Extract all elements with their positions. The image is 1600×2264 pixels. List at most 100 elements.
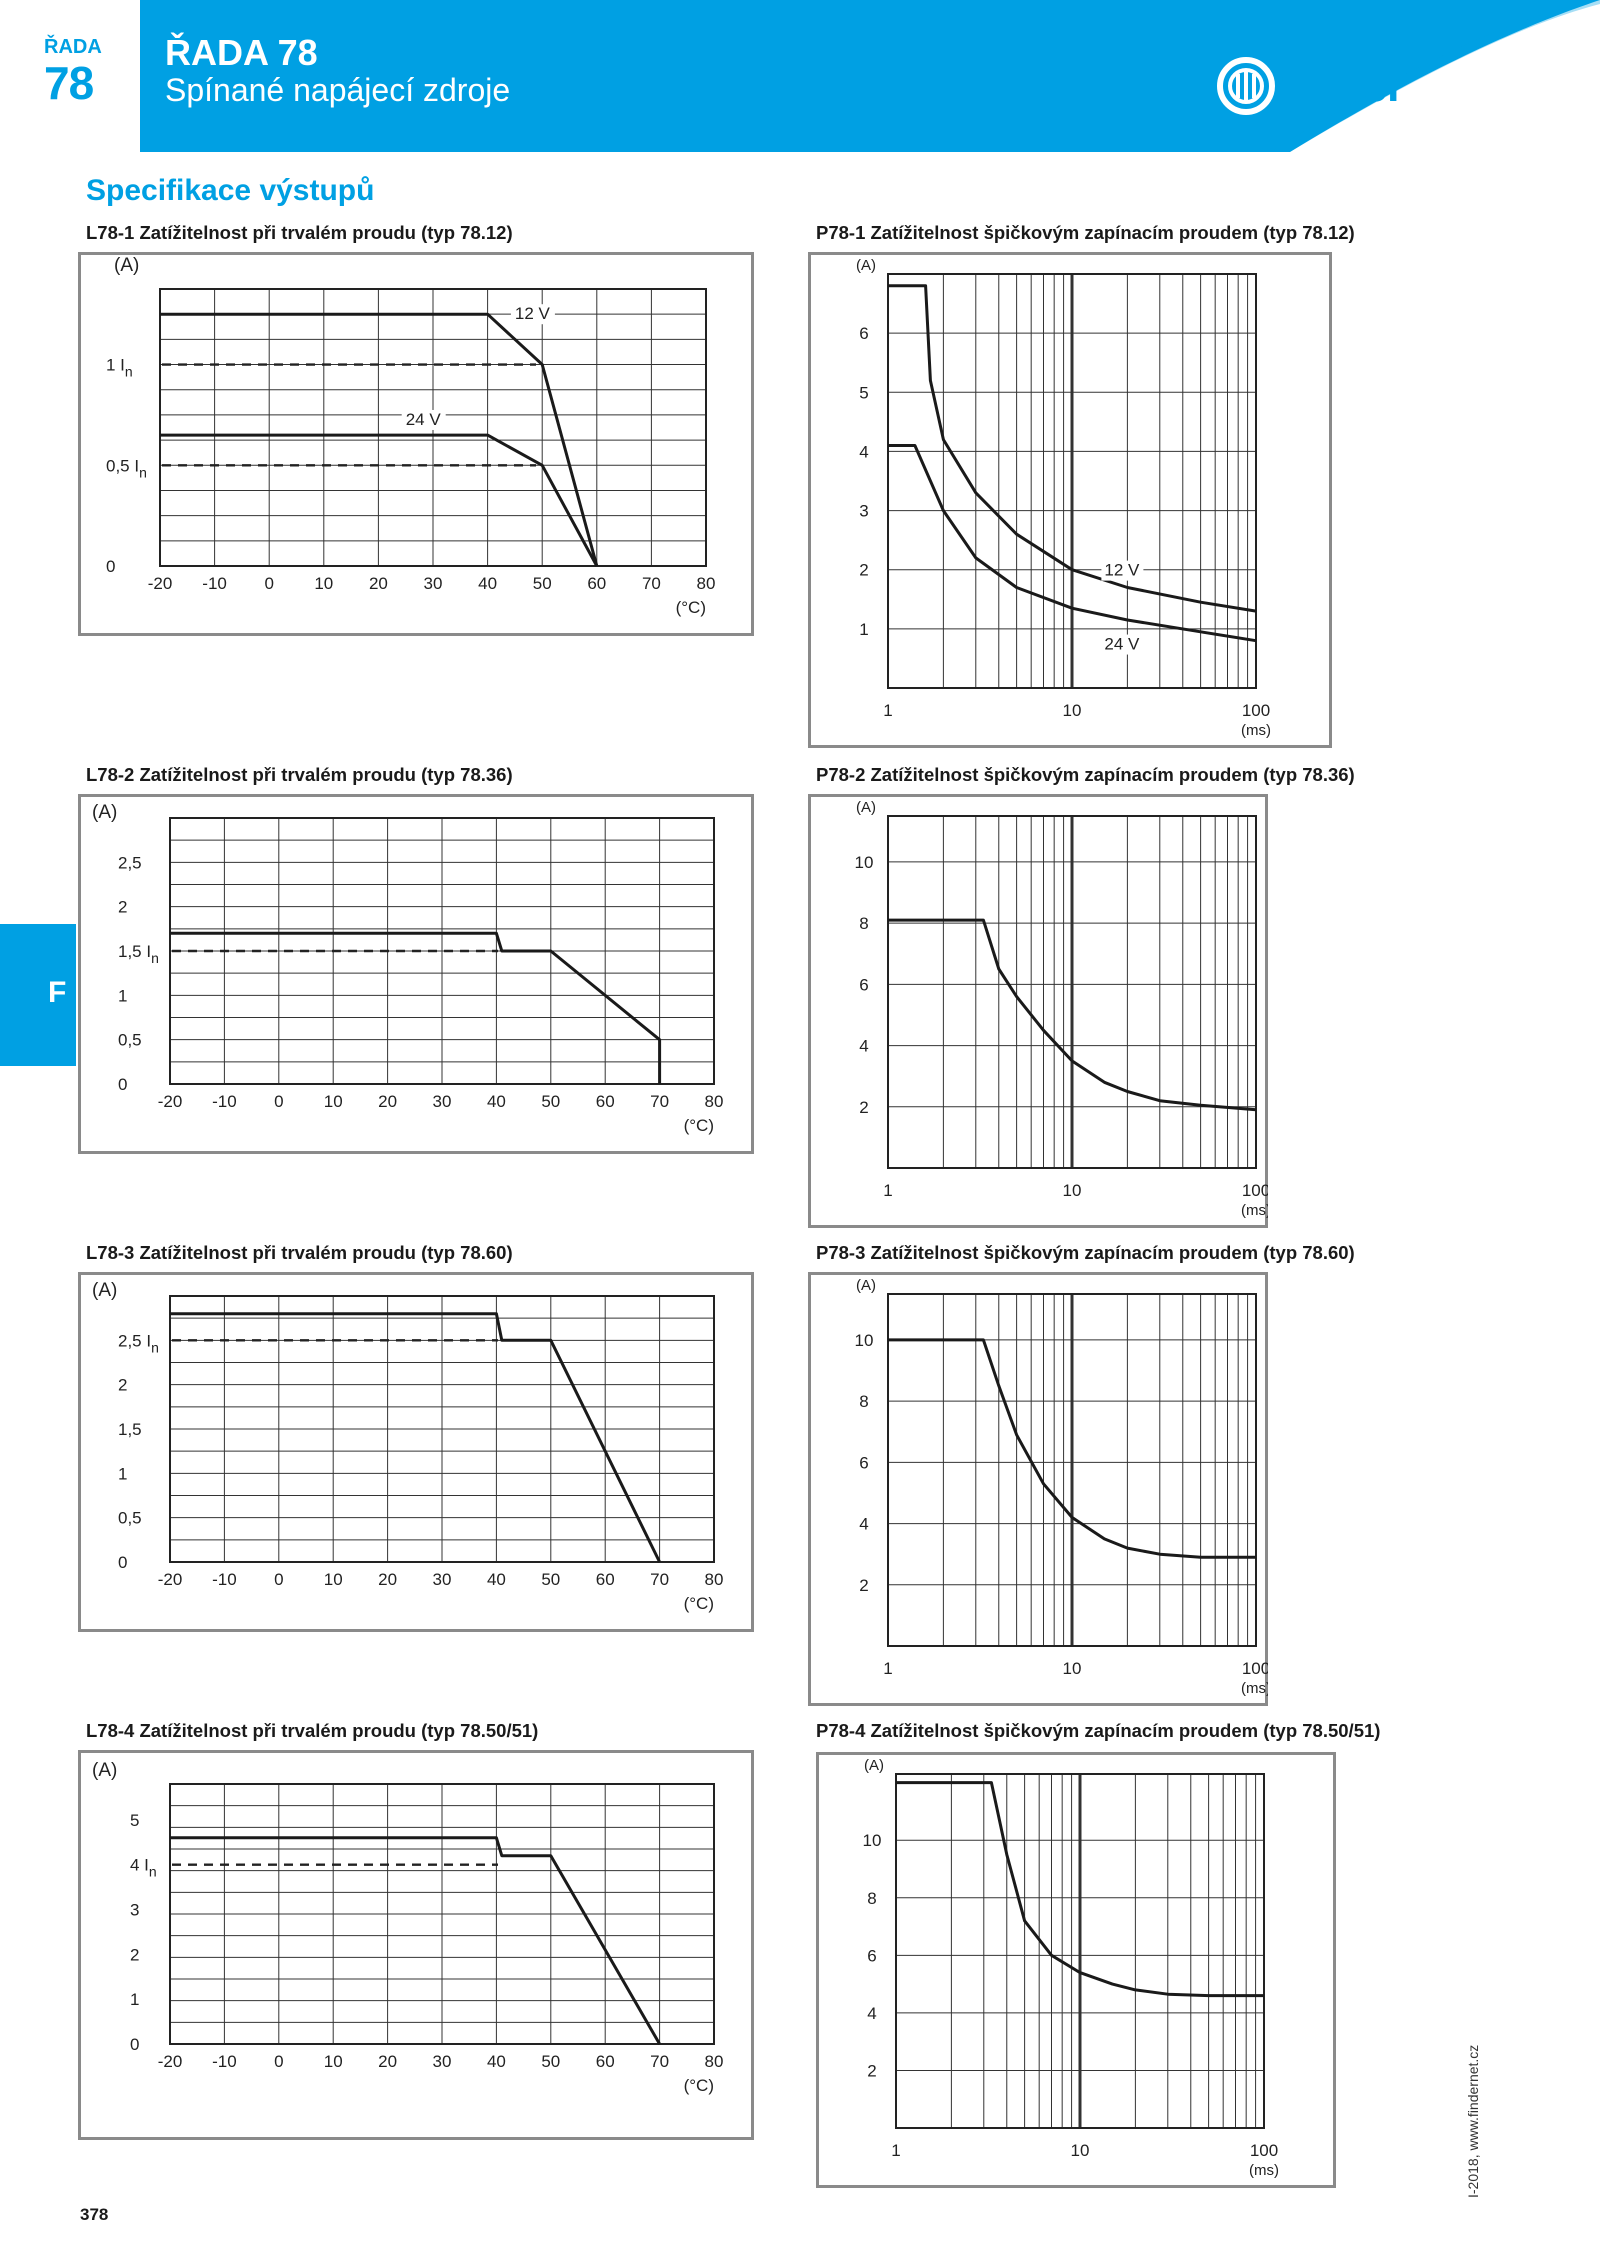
x-tick-label: 70 [650,2052,669,2071]
y-axis-unit: (A) [856,257,876,274]
chart-frame [808,794,1268,1228]
plot-border [887,815,1257,1169]
x-tick-label: 1 [883,1659,892,1678]
y-tick-label: 4 [859,1037,868,1056]
series-label-bg [1101,634,1144,655]
y-tick-label: 6 [859,975,868,994]
chart-title-p78-4: P78-4 Zatížitelnost špičkovým zapínacím … [816,1720,1381,1741]
x-tick-label: 80 [705,1092,724,1111]
y-axis-unit: (A) [864,1757,884,1774]
y-tick-label: 2 [130,1945,139,1964]
y-tick-label: 5 [130,1811,139,1830]
x-tick-label: 10 [314,574,333,593]
x-tick-label: 10 [324,2052,343,2071]
footer-note: I-2018, www.findernet.cz [1465,2044,1481,2198]
header-banner [140,0,1600,152]
x-tick-label: 50 [541,2052,560,2071]
plot-border [887,1293,1257,1647]
x-axis-unit: (°C) [684,1116,714,1135]
y-tick-label: 2,5 [118,853,142,872]
x-tick-label: 20 [378,1570,397,1589]
chart-frame [808,252,1332,748]
page-subtitle: Spínané napájecí zdroje [165,72,511,108]
x-tick-label: 60 [596,2052,615,2071]
chart-title-p78-3: P78-3 Zatížitelnost špičkovým zapínacím … [816,1242,1355,1263]
x-tick-label: 100 [1250,2141,1278,2160]
x-tick-label: -10 [212,1570,237,1589]
y-tick-label: 6 [859,1453,868,1472]
page-title: ŘADA 78 [165,32,318,73]
series-label: 24 V [1104,635,1140,654]
x-tick-label: 1 [891,2141,900,2160]
series-label-bg [510,304,555,325]
x-tick-label: 60 [596,1092,615,1111]
x-tick-label: 80 [705,1570,724,1589]
x-tick-label: 80 [705,2052,724,2071]
section-title: Specifikace výstupů [86,174,375,207]
chart-p78-1: (A) 1 10 100 (ms) 6 5 4 3 2 1 12 V 24 V [808,252,1332,748]
y-tick-label: 8 [867,1889,876,1908]
x-tick-label: 30 [433,1092,452,1111]
x-axis-unit: (ms) [1241,722,1271,739]
y-tick-label: 2 [118,898,127,917]
y-axis-unit: (A) [92,802,117,823]
x-tick-label: -20 [158,1092,183,1111]
y-tick-label: 1 [130,1990,139,2009]
x-tick-label: 40 [487,2052,506,2071]
series-tab-label: ŘADA [44,36,102,58]
chart-title-p78-1: P78-1 Zatížitelnost špičkovým zapínacím … [816,222,1355,243]
x-tick-label: 80 [697,574,716,593]
y-tick-label: 0 [118,1553,127,1572]
x-tick-label: 40 [478,574,497,593]
y-tick-label: 0,5 [118,1509,142,1528]
y-tick-label: 1 [859,620,868,639]
x-tick-label: 10 [1071,2141,1090,2160]
chart-l78-1: (A)(°C)-20 -10 0 10 20 30 40 50 60 70 801 In0,5 In… [78,252,754,636]
y-tick-label: 0 [106,557,115,576]
x-axis-unit: (°C) [676,598,706,617]
x-tick-label: 100 [1242,1181,1268,1200]
x-tick-label: 10 [1063,701,1082,720]
y-tick-label: 3 [130,1901,139,1920]
y-tick-label: 0 [130,2035,139,2054]
chart-title-l78-2: L78-2 Zatížitelnost při trvalém proudu (… [86,764,513,785]
page-number: 378 [80,2205,109,2224]
x-tick-label: 30 [424,574,443,593]
x-axis-unit: (ms) [1249,2162,1279,2179]
chart-title-l78-4: L78-4 Zatížitelnost při trvalém proudu (… [86,1720,539,1741]
y-axis-unit: (A) [856,1277,876,1294]
y-tick-label: 6 [859,324,868,343]
series-line-1 [888,284,1257,613]
series-line-1 [170,931,662,1084]
y-tick-label: 2 [859,561,868,580]
plot-border [895,1773,1265,2129]
y-tick-label: 10 [855,853,874,872]
plot-border [887,273,1257,689]
y-tick-label: 8 [859,1392,868,1411]
y-tick-label: 2 [118,1376,127,1395]
finder-logo-icon [1217,57,1275,115]
y-tick-label: 1 [118,986,127,1005]
y-tick-label: 0,5 [118,1031,142,1050]
x-tick-label: 50 [541,1570,560,1589]
series-line-1 [896,1781,1264,1998]
y-tick-label: 2 [859,1576,868,1595]
x-tick-label: -20 [158,1570,183,1589]
chart-p78-4: (A) 1 10 100 (ms) 10 8 6 4 2 [816,1752,1336,2188]
x-tick-label: 0 [274,2052,283,2071]
y-tick-label: 4 [859,442,868,461]
x-axis-unit: (ms) [1241,1680,1268,1697]
series-line-1 [170,1312,661,1563]
plot-border [169,1295,715,1563]
y-tick-label: 4 [867,2004,876,2023]
x-axis-unit: (°C) [684,1594,714,1613]
x-tick-label: 10 [324,1092,343,1111]
series-line-1 [888,1338,1256,1559]
y-tick-label: 6 [867,1946,876,1965]
y-axis-unit: (A) [856,799,876,816]
y-axis-unit: (A) [92,1760,117,1781]
x-tick-label: -10 [212,1092,237,1111]
x-tick-label: 0 [274,1570,283,1589]
y-tick-label: 10 [863,1831,882,1850]
